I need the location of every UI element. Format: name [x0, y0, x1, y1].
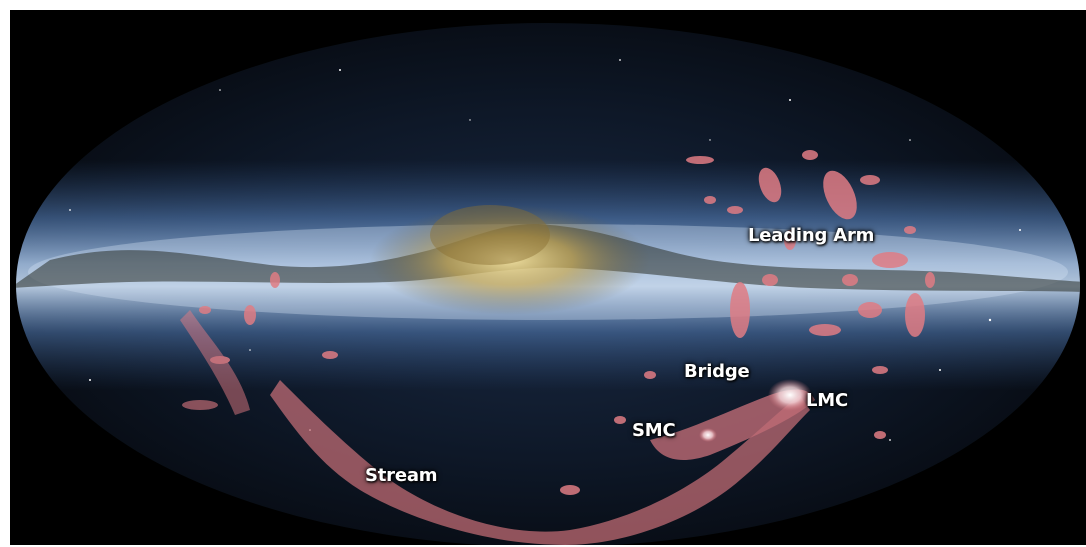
sky-map-frame: Leading Arm Bridge LMC SMC Stream: [10, 10, 1086, 545]
label-smc: SMC: [632, 420, 676, 441]
lmc-glow: [768, 379, 812, 411]
label-bridge: Bridge: [684, 361, 750, 382]
label-leading-arm: Leading Arm: [748, 225, 875, 246]
smc-glow: [699, 428, 717, 442]
galactic-core: [370, 205, 650, 315]
magellanic-stream: [180, 272, 815, 545]
leading-arm-gas: [644, 150, 935, 439]
label-stream: Stream: [365, 465, 438, 486]
label-lmc: LMC: [806, 390, 848, 411]
all-sky-map: [16, 23, 1080, 545]
